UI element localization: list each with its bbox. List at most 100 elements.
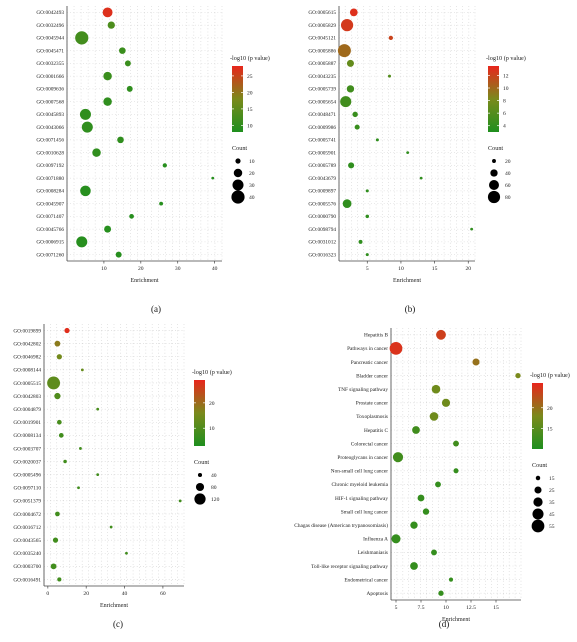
category-label: GO:0043066 (36, 125, 64, 131)
data-point (80, 368, 84, 372)
data-point (159, 201, 164, 206)
data-point (375, 138, 379, 142)
panel-label: (d) (439, 619, 450, 629)
data-point (77, 486, 80, 490)
data-point (470, 227, 474, 231)
panel-0: GO:0042493 GO:0032496 GO:0045944 GO:0045471… (36, 6, 270, 314)
data-point (365, 189, 369, 193)
data-point (435, 481, 441, 488)
size-legend-label: 40 (211, 473, 217, 479)
size-legend-dot (492, 159, 496, 163)
data-point (387, 74, 392, 78)
category-label: GO:0042803 (13, 394, 41, 400)
x-tick-label: 30 (175, 266, 181, 272)
color-tick-label: 6 (503, 111, 506, 117)
x-axis-title: Enrichment (442, 617, 470, 623)
category-label: GO:0071407 (36, 214, 64, 220)
panel-2: GO:0019899 GO:0042802 GO:0046982 GO:0008144… (13, 324, 232, 629)
size-legend-dot (489, 180, 499, 190)
x-tick-label: 40 (122, 591, 128, 597)
data-point (410, 562, 418, 570)
category-label: GO:0016491 (13, 577, 41, 583)
x-tick-label: 60 (160, 591, 166, 597)
category-label: GO:0016712 (13, 525, 41, 531)
category-label: GO:0004879 (13, 407, 41, 413)
data-point (52, 537, 59, 543)
size-legend-dot (487, 190, 501, 204)
data-point (340, 96, 352, 108)
size-legend-dot (531, 519, 545, 533)
data-point (391, 534, 401, 544)
color-bar (194, 380, 205, 446)
data-point (431, 384, 441, 394)
size-legend-title: Count (532, 462, 547, 469)
size-legend-dot (197, 472, 203, 478)
data-point (388, 35, 394, 41)
color-tick-label: 10 (209, 426, 215, 432)
data-point (392, 452, 404, 463)
size-legend-dot (231, 190, 245, 204)
size-legend-label: 55 (549, 524, 555, 530)
data-point (410, 521, 418, 529)
data-point (102, 7, 113, 18)
category-label: Influenza A (363, 536, 388, 543)
data-point (47, 376, 61, 390)
category-label: GO:0007568 (36, 99, 64, 105)
data-point (348, 162, 355, 169)
category-label: GO:0003707 (13, 446, 41, 452)
category-label: GO:0019901 (13, 420, 41, 426)
color-tick-label: 10 (247, 123, 253, 129)
size-legend-label: 20 (505, 159, 511, 165)
data-point (162, 163, 167, 168)
color-tick-label: 15 (247, 107, 253, 113)
color-bar (488, 66, 499, 132)
category-label: Small cell lung cancer (341, 509, 388, 515)
data-point (58, 433, 64, 438)
data-point (76, 236, 88, 248)
data-point (129, 214, 134, 219)
category-label: GO:0032355 (36, 61, 64, 67)
data-point (64, 327, 70, 334)
size-legend-dot (490, 169, 498, 177)
data-point (96, 407, 100, 411)
category-label: GO:0097192 (36, 163, 64, 169)
color-tick-label: 20 (247, 90, 253, 96)
category-label: GO:0005739 (308, 87, 336, 93)
category-label: Proteoglycans in cancer (337, 455, 388, 461)
x-tick-label: 20 (83, 591, 89, 597)
category-label: GO:0048471 (308, 112, 336, 118)
data-point (80, 185, 91, 197)
data-point (103, 97, 112, 106)
category-label: GO:0005654 (308, 99, 336, 105)
size-legend-dot (232, 179, 244, 191)
data-point (453, 440, 459, 447)
color-legend-title: -log10 (p value) (530, 372, 570, 379)
size-legend-dot (534, 486, 542, 494)
size-legend-dot (532, 508, 544, 520)
size-legend-label: 15 (549, 476, 555, 482)
data-point (406, 151, 410, 155)
data-point (63, 459, 67, 464)
category-label: TNF signaling pathway (338, 387, 388, 393)
category-label: GO:0008284 (36, 189, 64, 195)
category-label: Prostate cancer (356, 401, 388, 407)
category-label: GO:0051379 (13, 499, 41, 505)
data-point (124, 60, 131, 67)
data-point (56, 419, 62, 425)
data-point (54, 392, 61, 400)
category-label: GO:0010628 (36, 150, 64, 156)
category-label: GO:0042493 (36, 10, 64, 16)
data-point (117, 136, 124, 144)
data-point (389, 342, 403, 355)
data-point (211, 176, 215, 180)
data-point (79, 108, 91, 120)
data-point (79, 447, 82, 450)
color-legend-title: -log10 (p value) (486, 55, 526, 62)
data-point (431, 549, 437, 556)
category-label: Toxoplasmosis (356, 414, 388, 420)
x-axis-title: Enrichment (393, 278, 421, 284)
size-legend-dot (535, 475, 541, 481)
data-point (342, 199, 352, 208)
data-point (412, 426, 420, 434)
